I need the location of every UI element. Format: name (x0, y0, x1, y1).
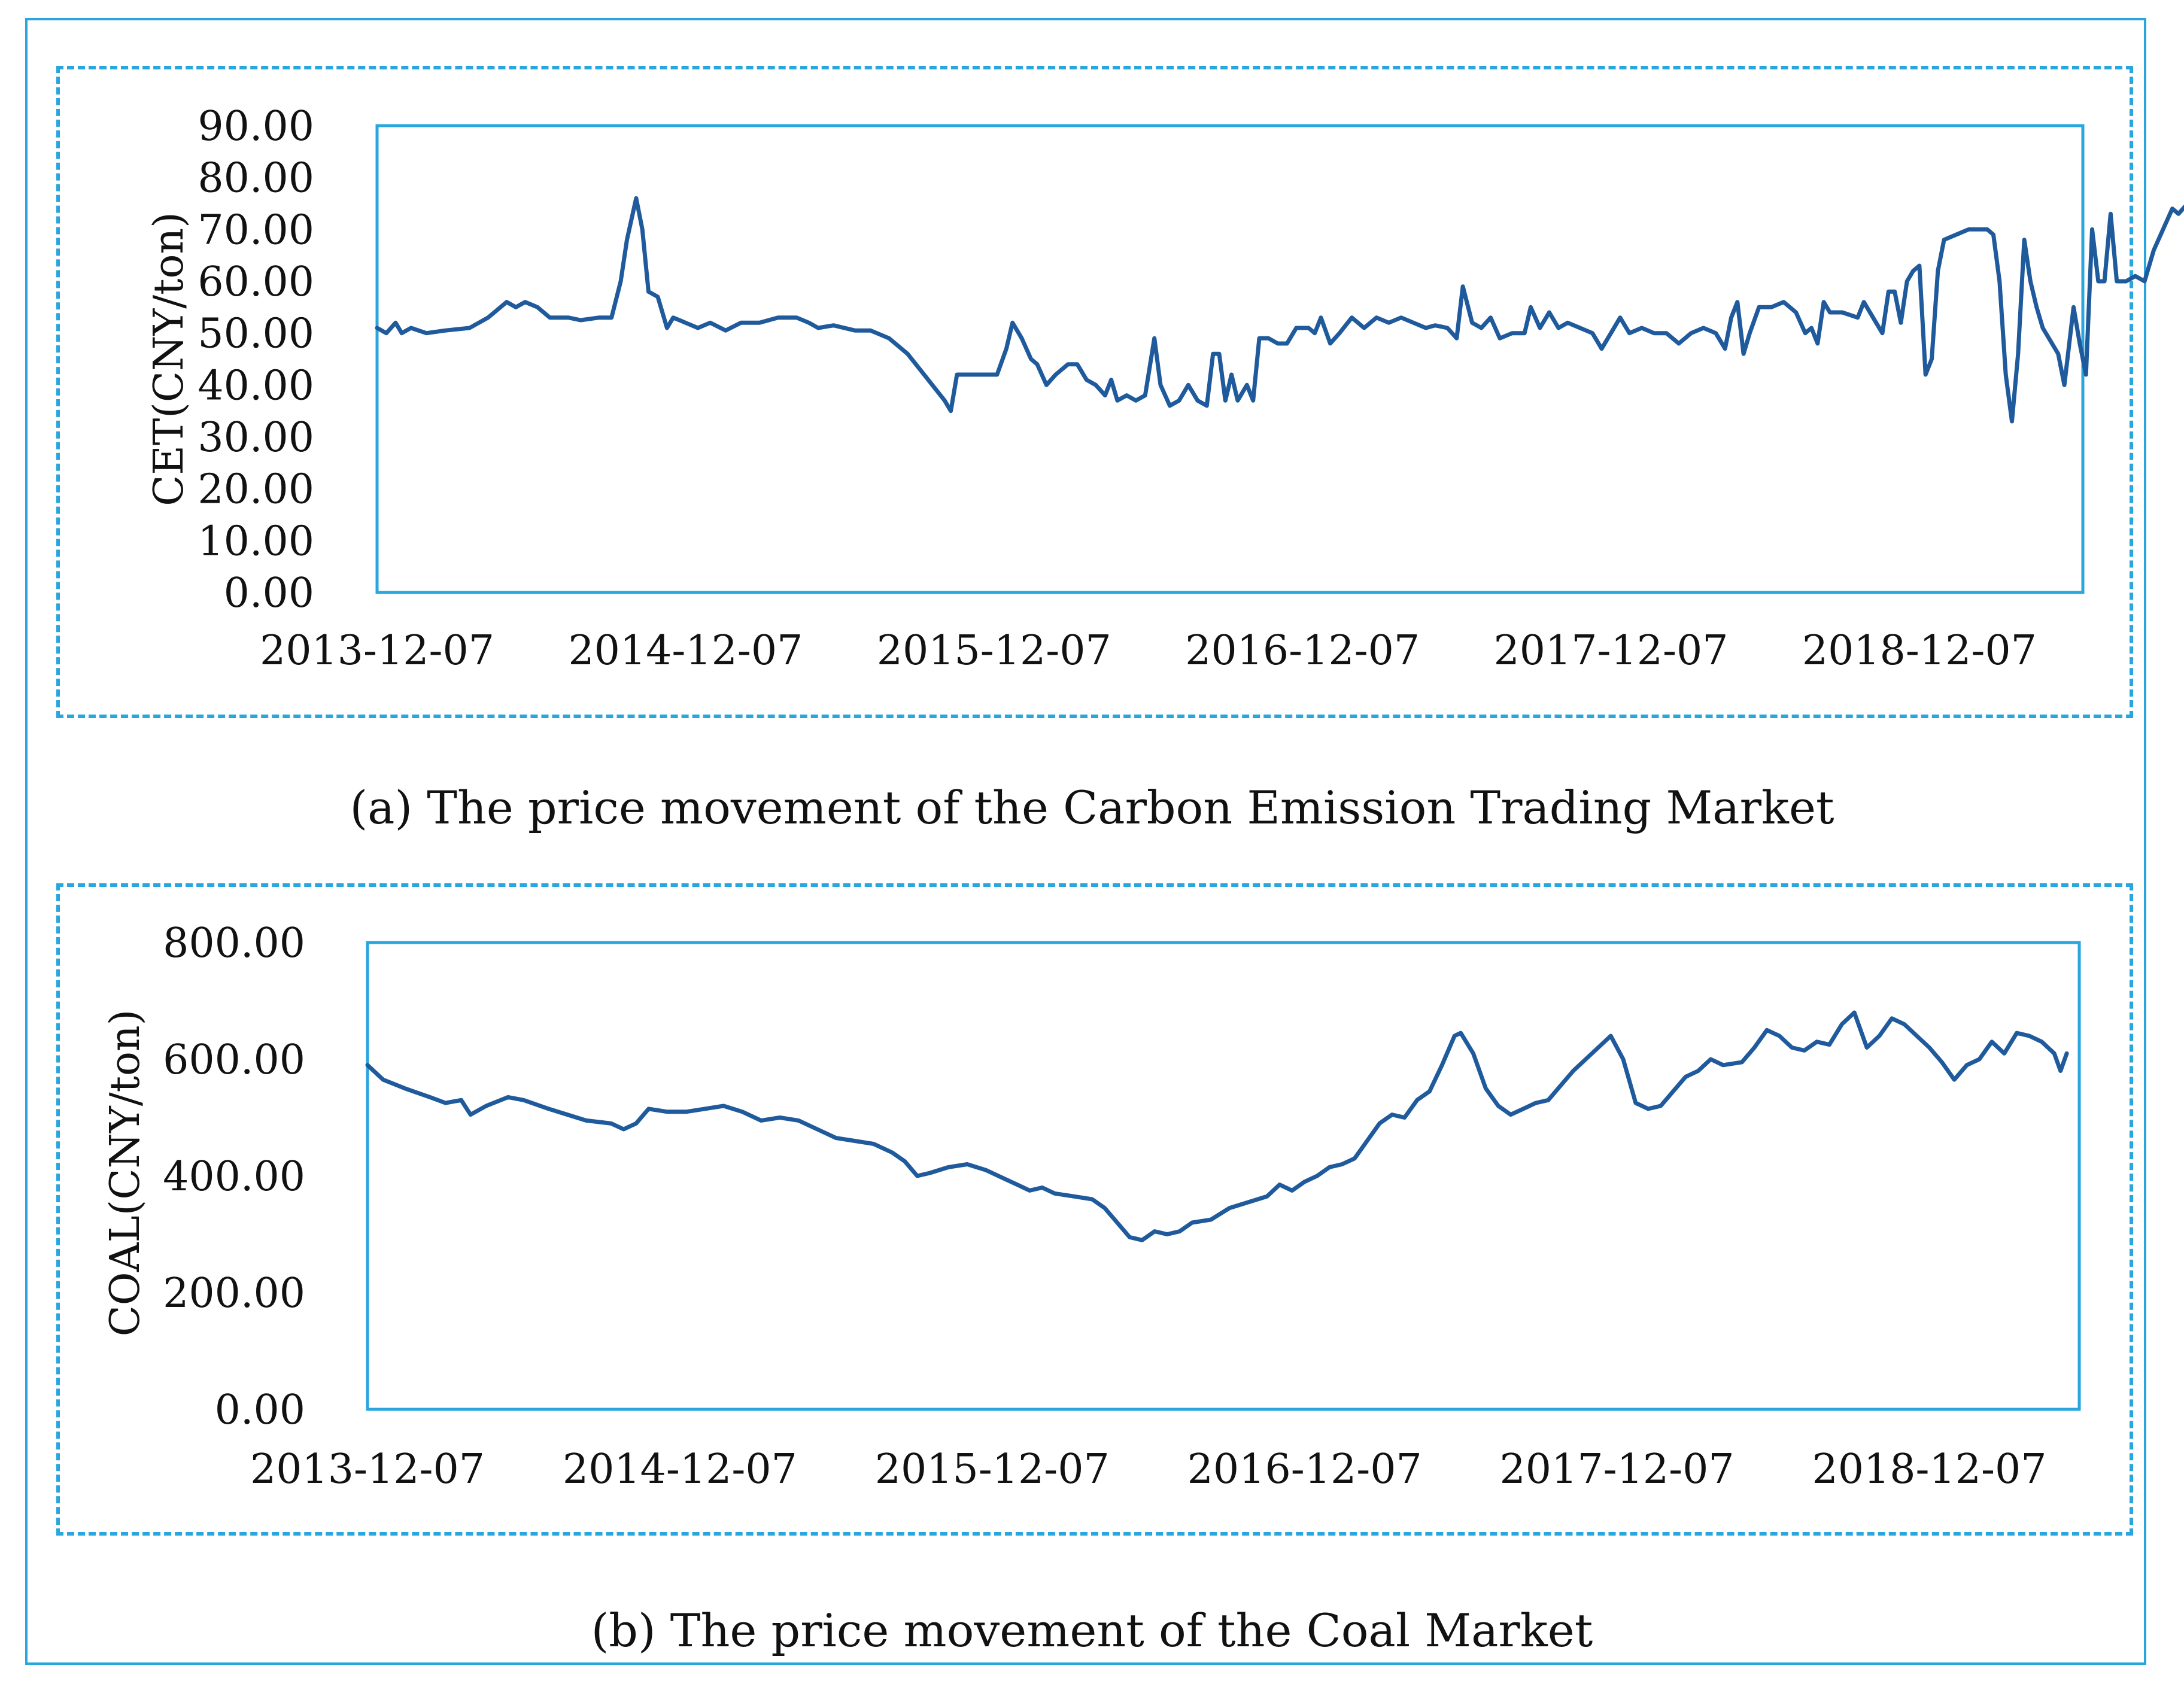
cet-y-tick-label: 80.00 (198, 155, 314, 202)
coal-x-tick-label: 2017-12-07 (1500, 1446, 1735, 1493)
coal-x-axis: 2013-12-07 2014-12-07 2015-12-07 2016-12-07… (250, 1446, 2047, 1493)
cet-x-tick-label: 2013-12-07 (260, 627, 494, 674)
cet-x-tick-label: 2016-12-07 (1185, 627, 1420, 674)
cet-x-axis: 2013-12-07 2014-12-07 2015-12-07 2016-12-07… (260, 627, 2037, 674)
coal-plot-area (366, 941, 2081, 1411)
cet-series-line (375, 196, 2184, 424)
cet-y-tick-label: 50.00 (198, 311, 314, 358)
coal-x-tick-label: 2014-12-07 (563, 1446, 797, 1493)
cet-y-tick-label: 10.00 (198, 518, 314, 565)
caption-a: (a) The price movement of the Carbon Emi… (350, 781, 1834, 834)
panel-b-border (56, 883, 2133, 1536)
coal-y-tick-label: 800.00 (163, 920, 305, 967)
coal-y-tick-label: 0.00 (215, 1387, 305, 1434)
coal-y-tick-label: 200.00 (163, 1270, 305, 1317)
coal-y-tick-label: 600.00 (163, 1036, 305, 1084)
cet-y-tick-label: 0.00 (224, 570, 314, 617)
cet-y-tick-label: 60.00 (198, 259, 314, 306)
coal-x-tick-label: 2013-12-07 (250, 1446, 485, 1493)
coal-x-tick-label: 2016-12-07 (1187, 1446, 1422, 1493)
cet-y-tick-label: 90.00 (198, 103, 314, 150)
coal-x-tick-label: 2018-12-07 (1812, 1446, 2046, 1493)
panel-a-border (56, 66, 2133, 718)
cet-y-axis-title: CET(CNY/ton) (145, 212, 193, 506)
coal-y-axis: 0.00 200.00 400.00 600.00 800.00 (163, 920, 305, 1434)
coal-y-tick-label: 400.00 (163, 1153, 305, 1200)
cet-x-tick-label: 2014-12-07 (568, 627, 803, 674)
coal-series-line (365, 1010, 2069, 1242)
cet-y-tick-label: 70.00 (198, 206, 314, 254)
cet-y-tick-label: 40.00 (198, 362, 314, 409)
caption-b: (b) The price movement of the Coal Marke… (591, 1604, 1593, 1657)
coal-y-axis-title: COAL(CNY/ton) (102, 1010, 149, 1337)
cet-x-tick-label: 2017-12-07 (1493, 627, 1728, 674)
cet-y-tick-label: 30.00 (198, 414, 314, 461)
figure-frame (25, 18, 2146, 1665)
cet-y-tick-label: 20.00 (198, 466, 314, 513)
cet-x-tick-label: 2018-12-07 (1802, 627, 2037, 674)
cet-x-tick-label: 2015-12-07 (877, 627, 1111, 674)
coal-x-tick-label: 2015-12-07 (875, 1446, 1110, 1493)
